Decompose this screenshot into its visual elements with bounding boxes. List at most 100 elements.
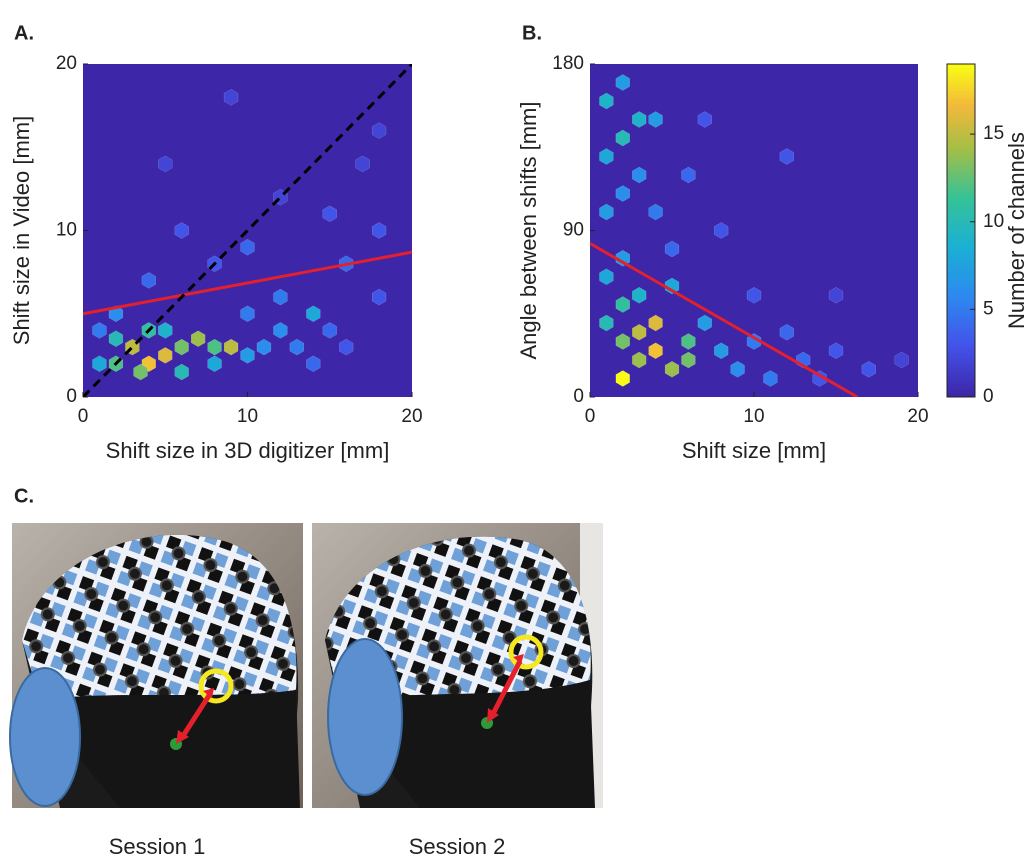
- hex-bin: [599, 92, 614, 110]
- colorbar-tick-label: 0: [983, 386, 994, 407]
- hex-bin: [779, 324, 794, 341]
- colorbar-cell: [947, 90, 975, 95]
- colorbar-cell: [947, 217, 975, 222]
- colorbar-cell: [947, 300, 975, 305]
- hex-bin: [615, 333, 630, 350]
- hex-bin: [207, 355, 222, 372]
- colorbar-cell: [947, 307, 975, 311]
- colorbar-cell: [947, 263, 975, 268]
- colorbar-cell: [947, 97, 975, 102]
- hex-bin: [615, 370, 630, 387]
- colorbar-cell: [947, 137, 975, 142]
- hex-bin: [371, 122, 387, 139]
- hex-bin: [648, 111, 663, 128]
- hex-bin: [174, 338, 189, 356]
- hex-bin: [92, 355, 107, 372]
- hex-bin: [223, 89, 239, 106]
- hex-bin: [615, 296, 630, 313]
- colorbar-cell: [947, 103, 975, 108]
- colorbar-cell: [947, 180, 975, 185]
- y-tick-label: 10: [56, 220, 77, 241]
- hex-bin: [615, 74, 630, 91]
- trend-line: [590, 242, 859, 397]
- hex-bin: [240, 347, 255, 364]
- photo: [312, 523, 603, 808]
- hex-bin: [632, 166, 647, 184]
- x-tick-label: 10: [743, 406, 764, 427]
- colorbar-cell: [947, 273, 975, 278]
- colorbar-cell: [947, 223, 975, 228]
- colorbar-cell: [947, 190, 975, 195]
- colorbar-cell: [947, 64, 975, 68]
- colorbar-cell: [947, 390, 975, 395]
- colorbar-cell: [947, 227, 975, 231]
- colorbar-cell: [947, 243, 975, 248]
- colorbar-cell: [947, 203, 975, 208]
- hex-bin: [648, 203, 663, 221]
- hex-bin: [861, 361, 876, 378]
- colorbar-frame: [946, 63, 976, 398]
- colorbar-cell: [947, 127, 975, 132]
- colorbar-cell: [947, 150, 975, 155]
- hexes: [590, 74, 909, 397]
- colorbar-cell: [947, 313, 975, 318]
- colorbar-cell: [947, 147, 975, 152]
- colorbar-cell: [947, 333, 975, 338]
- hex-bin: [322, 205, 337, 223]
- hex-bin: [615, 185, 630, 202]
- hex-bin: [894, 351, 909, 369]
- panel-label: C.: [14, 485, 34, 507]
- hex-bin: [174, 363, 189, 381]
- hex-bin: [681, 166, 696, 184]
- colorbar-cell: [947, 187, 975, 192]
- colorbar-cell: [947, 197, 975, 202]
- hex-bin: [714, 342, 729, 360]
- hex-bin: [697, 314, 712, 332]
- colorbar-tick-label: 10: [983, 211, 1004, 232]
- hex-bin: [697, 111, 712, 128]
- y-tick-label: 0: [573, 386, 584, 407]
- colorbar-cell: [947, 363, 975, 368]
- colorbar-cell: [947, 210, 975, 215]
- hex-bin: [681, 333, 696, 350]
- hex-bin: [615, 250, 630, 267]
- hex-bin: [746, 287, 762, 304]
- colorbar-cell: [947, 237, 975, 241]
- colorbar-cell: [947, 110, 975, 115]
- hex-bin: [108, 330, 124, 347]
- hexes: [83, 64, 412, 397]
- colorbar-cell: [947, 270, 975, 275]
- hex-bin: [632, 287, 647, 304]
- colorbar-cell: [947, 323, 975, 328]
- colorbar-cell: [947, 293, 975, 298]
- colorbar-cell: [947, 163, 975, 168]
- colorbar-cell: [947, 230, 975, 235]
- hex-bin: [133, 363, 148, 381]
- colorbar-cell: [947, 297, 975, 301]
- hex-bin: [273, 322, 288, 339]
- colorbar-cell: [947, 183, 975, 188]
- colorbar-cell: [947, 240, 975, 245]
- colorbar-cell: [947, 360, 975, 365]
- colorbar-cell: [947, 380, 975, 385]
- colorbar-cell: [947, 253, 975, 258]
- photo-caption: Session 1: [109, 834, 206, 859]
- colorbar-cell: [947, 207, 975, 212]
- trend-line: [83, 250, 412, 316]
- colorbar-cell: [947, 350, 975, 355]
- colorbar-cell: [947, 343, 975, 348]
- colorbar-cell: [947, 247, 975, 251]
- hex-bin: [763, 370, 778, 387]
- x-tick-label: 10: [237, 406, 258, 427]
- y-tick-label: 0: [66, 386, 77, 407]
- colorbar-tick-label: 5: [983, 298, 994, 319]
- colorbar-cell: [947, 367, 975, 371]
- hex-bin: [240, 305, 255, 323]
- colorbar-cell: [947, 233, 975, 238]
- hex-bin: [730, 361, 745, 378]
- hex-bin: [599, 148, 614, 165]
- hex-bin: [648, 342, 663, 360]
- colorbar-cell: [947, 100, 975, 105]
- colorbar-cell: [947, 383, 975, 388]
- colorbar-cell: [947, 257, 975, 261]
